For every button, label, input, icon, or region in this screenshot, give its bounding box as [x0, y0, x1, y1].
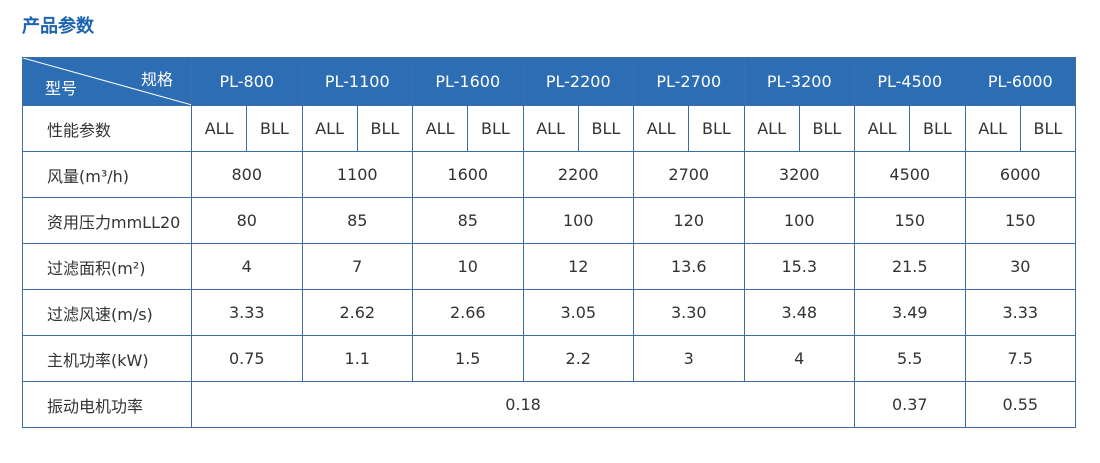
type-cell: ALL [632, 105, 690, 152]
type-cell: BLL [356, 105, 414, 152]
corner-cell: 规格 型号 [22, 57, 192, 106]
value-cell: 85 [301, 197, 413, 244]
data-row: 过滤风速(m/s) 3.33 2.62 2.66 3.05 3.30 3.48 3.49 3.3… [22, 289, 1076, 336]
value-cell: 7 [301, 243, 413, 290]
value-cell: 1600 [412, 151, 524, 198]
value-cell: 0.75 [191, 335, 303, 382]
value-cell: 2.2 [522, 335, 634, 382]
row-label: 资用压力mmLL20 [22, 197, 192, 244]
value-cell: 150 [854, 197, 966, 244]
value-cell: 7.5 [964, 335, 1076, 382]
data-row: 主机功率(kW) 0.75 1.1 1.5 2.2 3 4 5.5 7.5 [22, 335, 1076, 382]
subheader-row: 性能参数 ALL BLL ALL BLL ALL BLL ALL BLL ALL BLL ALL BLL… [22, 105, 1077, 152]
row-label: 风量(m³/h) [22, 151, 192, 198]
type-cell: ALL [964, 105, 1021, 152]
type-cell: BLL [798, 105, 856, 152]
type-cell: BLL [688, 105, 745, 152]
value-cell: 3.33 [191, 289, 303, 336]
value-cell: 3.33 [964, 289, 1076, 336]
value-cell: 3200 [743, 151, 855, 198]
value-cell: 21.5 [854, 243, 966, 290]
value-cell: 4 [743, 335, 855, 382]
row-label: 过滤面积(m²) [22, 243, 192, 290]
value-cell: 3 [633, 335, 745, 382]
header-row: 规格 型号 PL-800 PL-1100 PL-1600 PL-2200 PL-2700 PL… [22, 57, 1076, 106]
value-cell: 12 [522, 243, 634, 290]
value-cell: 6000 [964, 151, 1076, 198]
type-cell: BLL [246, 105, 303, 152]
type-cell: BLL [909, 105, 966, 152]
value-cell: 3.05 [522, 289, 634, 336]
value-cell: 80 [191, 197, 303, 244]
value-cell: 2200 [522, 151, 634, 198]
data-row: 风量(m³/h) 800 1100 1600 2200 2700 3200 4500 6000 [22, 151, 1076, 198]
value-cell: 1.1 [301, 335, 413, 382]
value-cell: 15.3 [743, 243, 855, 290]
value-cell: 1.5 [412, 335, 524, 382]
row-label: 性能参数 [22, 105, 192, 152]
model-header: PL-800 [191, 57, 303, 106]
spec-table: 规格 型号 PL-800 PL-1100 PL-1600 PL-2200 PL-2700 PL… [22, 57, 1077, 428]
value-cell: 3.48 [743, 289, 855, 336]
value-cell: 1100 [301, 151, 413, 198]
page-title: 产品参数 [22, 16, 94, 37]
row-label: 振动电机功率 [22, 381, 192, 428]
value-cell: 3.30 [633, 289, 745, 336]
type-cell: ALL [522, 105, 579, 152]
value-cell: 0.18 [191, 381, 855, 428]
value-cell: 0.37 [854, 381, 966, 428]
type-cell: BLL [577, 105, 635, 152]
type-cell: ALL [411, 105, 469, 152]
value-cell: 4500 [854, 151, 966, 198]
value-cell: 800 [191, 151, 303, 198]
type-cell: BLL [1019, 105, 1077, 152]
model-header: PL-1600 [412, 57, 524, 106]
corner-bottom: 型号 [45, 79, 78, 98]
model-header: PL-1100 [301, 57, 413, 106]
value-cell: 2.66 [412, 289, 524, 336]
value-cell: 2.62 [301, 289, 413, 336]
value-cell: 150 [964, 197, 1076, 244]
model-header: PL-6000 [964, 57, 1076, 106]
type-cell: ALL [190, 105, 248, 152]
row-label: 过滤风速(m/s) [22, 289, 192, 336]
model-header: PL-3200 [743, 57, 855, 106]
value-cell: 3.49 [854, 289, 966, 336]
data-row: 振动电机功率 0.18 0.37 0.55 [22, 381, 1076, 428]
row-label: 主机功率(kW) [22, 335, 192, 382]
value-cell: 2700 [633, 151, 745, 198]
type-cell: ALL [853, 105, 911, 152]
type-cell: ALL [743, 105, 800, 152]
diagonal [23, 58, 191, 105]
corner-top: 规格 [140, 70, 173, 89]
type-cell: BLL [467, 105, 524, 152]
value-cell: 0.55 [964, 381, 1076, 428]
value-cell: 100 [743, 197, 855, 244]
type-cell: ALL [301, 105, 358, 152]
value-cell: 85 [412, 197, 524, 244]
model-header: PL-2200 [522, 57, 634, 106]
model-header: PL-2700 [633, 57, 745, 106]
value-cell: 5.5 [854, 335, 966, 382]
data-row: 资用压力mmLL20 80 85 85 100 120 100 150 150 [22, 197, 1076, 244]
value-cell: 13.6 [633, 243, 745, 290]
value-cell: 30 [964, 243, 1076, 290]
value-cell: 4 [191, 243, 303, 290]
value-cell: 120 [633, 197, 745, 244]
value-cell: 10 [412, 243, 524, 290]
value-cell: 100 [522, 197, 634, 244]
data-row: 过滤面积(m²) 4 7 10 12 13.6 15.3 21.5 30 [22, 243, 1076, 290]
model-header: PL-4500 [854, 57, 966, 106]
